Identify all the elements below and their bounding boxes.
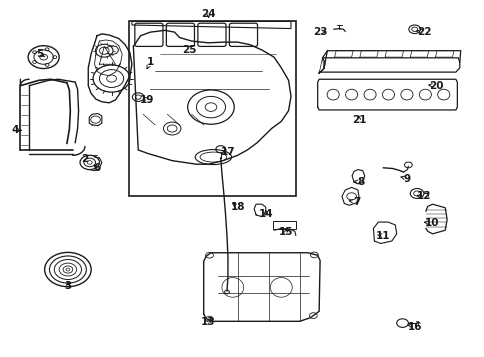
Text: 1: 1: [147, 57, 153, 67]
Text: 23: 23: [312, 27, 327, 37]
Text: 11: 11: [375, 231, 390, 241]
Text: 8: 8: [357, 177, 364, 187]
Text: 14: 14: [258, 209, 272, 219]
Text: 4: 4: [12, 125, 19, 135]
Text: 2: 2: [81, 154, 88, 164]
Text: 16: 16: [407, 322, 421, 332]
Text: 6: 6: [93, 163, 100, 173]
Text: 9: 9: [403, 174, 410, 183]
Text: 25: 25: [182, 45, 196, 55]
Text: 19: 19: [139, 95, 154, 105]
Text: 17: 17: [220, 147, 235, 157]
Text: 3: 3: [64, 281, 71, 291]
Text: 20: 20: [428, 81, 443, 91]
Text: 5: 5: [37, 49, 44, 59]
Text: 7: 7: [352, 197, 360, 207]
Text: 15: 15: [278, 227, 293, 237]
Text: 10: 10: [424, 218, 438, 228]
Text: 18: 18: [230, 202, 244, 212]
Text: 21: 21: [351, 115, 365, 125]
Text: 13: 13: [201, 317, 215, 327]
Text: 24: 24: [201, 9, 215, 19]
Bar: [272, 221, 296, 229]
Text: 12: 12: [416, 191, 431, 201]
Text: 22: 22: [416, 27, 431, 37]
Bar: [128, 21, 295, 196]
